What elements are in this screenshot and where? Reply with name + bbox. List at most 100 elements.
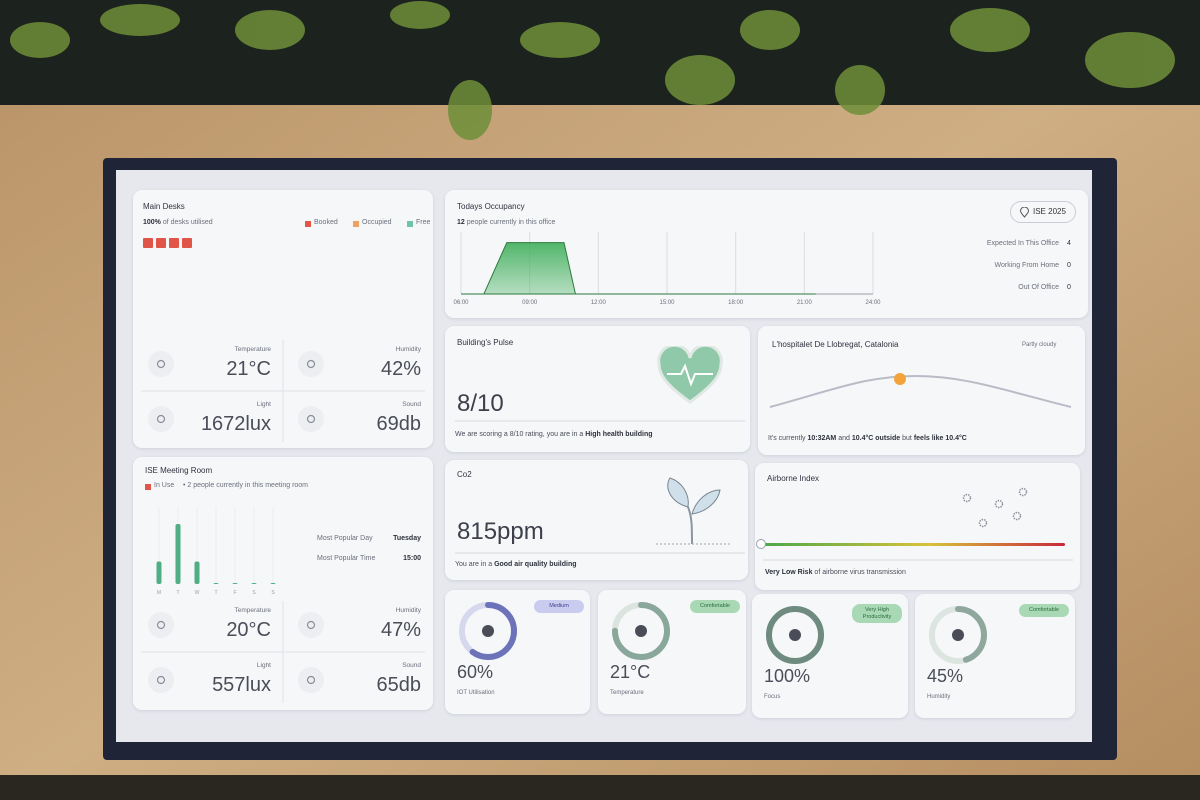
metric-value: 20°C [226,619,271,641]
pulse-line [667,363,713,387]
plant-icon [656,477,732,545]
gauge-value: 21°C [610,662,651,682]
pulse-panel: Building's Pulse 8/10 We are scoring a 8/1… [445,326,750,452]
gauge-icon [482,625,494,637]
status-swatch [145,484,151,490]
metric-label: Humidity [395,346,421,353]
day-label: F [233,590,236,596]
sun [894,373,906,385]
metric-icon [148,612,174,638]
desk [182,238,192,248]
divider [455,420,745,422]
utilisation-text: of desks utilised [162,219,213,226]
utilisation: 100% of desks utilised [143,219,213,226]
metric-icon [148,667,174,693]
stat-value: 4 [1067,240,1071,247]
bar [213,583,219,584]
metric-label: Sound [402,662,421,669]
co2-value: 815ppm [457,518,544,545]
metric-icon [298,351,324,377]
gauge-badge: Very High Productivity [852,604,902,624]
weather-panel: L'hospitalet De Llobregat, Catalonia Part… [758,326,1085,455]
text: It's currently [768,435,806,442]
gauge [612,602,670,660]
stat-label: Out Of Office [1018,284,1059,291]
leaf [667,477,689,508]
gauge-label: Focus [764,694,781,700]
metric-value: 47% [380,619,421,641]
airborne-panel: Airborne Index Very Low Risk of airborne … [755,463,1080,590]
location: L'hospitalet De Llobregat, Catalonia [772,340,899,349]
gauge-value: 45% [927,666,964,686]
text-bold: Good air quality building [494,561,577,568]
bar [175,524,181,584]
airborne-text: Very Low Risk of airborne virus transmis… [765,569,906,576]
text-bold: 10:32AM [807,435,837,442]
gauge-panel: 21°C Temperature Comfortable [598,590,746,714]
gauge [459,602,517,660]
text-bold: 10.4°C outside [851,435,901,442]
panel-title: Main Desks [143,202,185,211]
stat-value: 0 [1067,284,1071,291]
sun-curve [769,374,1072,408]
bar [232,583,238,584]
stat-label: Expected In This Office [986,240,1059,247]
metric-label: Humidity [395,607,421,614]
x-tick-label: 18:00 [728,300,744,306]
gauge-label: Temperature [610,690,644,696]
occupancy-area [461,242,816,295]
day-label: T [214,590,217,596]
day-label: W [195,590,200,596]
text: and [838,435,850,442]
stat-value: Tuesday [393,535,421,542]
gauge-badge: Comfortable [690,600,740,613]
metric-icons [141,601,425,703]
gauge-label: IOT Utilisation [457,690,495,696]
metric-value: 65db [376,674,422,696]
text-bold: Very Low Risk [765,569,813,576]
day-label: T [176,590,179,596]
text-bold: High health building [585,431,653,438]
occupancy-panel: Todays Occupancy 12 people currently in t… [445,190,1088,318]
stat-value: 15:00 [403,555,421,562]
metric-value: 42% [380,358,421,380]
x-tick-label: 06:00 [453,300,469,306]
metric-icon-glyph [156,675,166,685]
metric-icon [298,406,324,432]
text: You are in a [455,561,493,568]
co2-panel: Co2 815ppm You are in a Good air quality b… [445,460,748,580]
metric-value: 69db [376,413,422,435]
particle-icon [1012,511,1022,521]
meeting-room-panel: ISE Meeting Room In Use • 2 people current… [133,457,433,710]
x-tick-label: 09:00 [522,300,538,306]
metric-icon-glyph [306,620,316,630]
metric-icon [148,351,174,377]
text: but [902,435,912,442]
heart-icon [657,346,723,404]
day-label: S [271,590,275,596]
gauge-label: Humidity [927,694,951,700]
stem [687,506,693,545]
metric-icon-glyph [156,359,166,369]
gauge-value: 60% [457,662,494,682]
gauge-arc [612,602,670,660]
risk-marker [756,539,766,549]
x-tick-label: 21:00 [797,300,813,306]
gauge-value: 100% [764,666,811,686]
metric-value: 1672lux [200,413,271,435]
metric-icon-glyph [306,414,316,424]
metric-icon-glyph [156,620,166,630]
panel-title: Airborne Index [767,474,820,483]
x-tick-label: 15:00 [659,300,675,306]
bar [270,583,276,584]
leaf [691,489,721,515]
legend-label: Free [416,219,431,226]
particle-icon [978,518,988,528]
count: 12 [457,219,465,226]
stat-label: Most Popular Time [317,555,376,562]
metric-icon [148,406,174,432]
gauge-arc [766,606,824,664]
pin-icon [1020,207,1029,218]
occupancy-count: 12 people currently in this office [457,219,555,226]
occupancy-chart: 06:00 09:00 12:00 15:00 18:00 21:00 24:00 [453,232,881,306]
